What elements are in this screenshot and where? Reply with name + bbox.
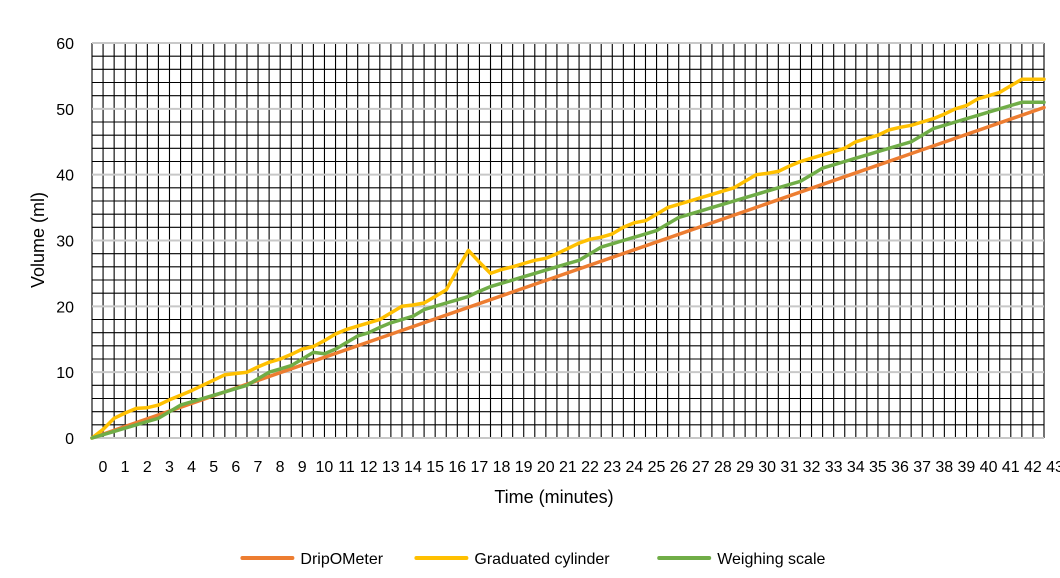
x-tick-label: 34 <box>847 459 865 476</box>
x-tick-label: 4 <box>187 459 196 476</box>
x-tick-label: 17 <box>470 459 488 476</box>
series-lines <box>90 77 1046 440</box>
x-tick-label: 26 <box>670 459 688 476</box>
y-tick-label: 60 <box>56 36 74 53</box>
x-tick-label: 29 <box>736 459 754 476</box>
x-tick-label: 25 <box>648 459 666 476</box>
x-tick-label: 7 <box>254 459 263 476</box>
x-tick-label: 27 <box>692 459 710 476</box>
legend-label: DripOMeter <box>300 551 383 568</box>
x-tick-label: 12 <box>360 459 378 476</box>
legend-label: Graduated cylinder <box>474 551 610 568</box>
x-tick-label: 5 <box>209 459 218 476</box>
y-tick-label: 30 <box>56 234 74 251</box>
y-tick-label: 50 <box>56 102 74 119</box>
x-axis-ticks: 0 1 2 3 4 5 6 7 8 9 10 11 12 13 14 15 16 17 18 19 20 21 22 23 24… <box>99 459 1060 476</box>
x-tick-label: 38 <box>935 459 953 476</box>
x-tick-label: 43 <box>1046 459 1060 476</box>
x-tick-label: 33 <box>825 459 843 476</box>
x-tick-label: 28 <box>714 459 732 476</box>
x-tick-label: 9 <box>298 459 307 476</box>
y-tick-label: 0 <box>65 431 74 448</box>
series-line-graduated-cylinder <box>90 77 1046 440</box>
x-tick-label: 16 <box>448 459 466 476</box>
x-tick-label: 22 <box>581 459 599 476</box>
x-tick-label: 31 <box>780 459 798 476</box>
x-tick-label: 32 <box>803 459 821 476</box>
series-line-weighing-scale <box>90 100 1046 440</box>
x-tick-label: 30 <box>758 459 776 476</box>
y-axis-title: Volume (ml) <box>28 192 48 288</box>
x-tick-label: 11 <box>338 459 355 476</box>
x-tick-label: 40 <box>980 459 998 476</box>
x-tick-label: 2 <box>143 459 152 476</box>
y-tick-label: 20 <box>56 299 74 316</box>
x-tick-label: 20 <box>537 459 555 476</box>
x-tick-label: 15 <box>426 459 444 476</box>
x-tick-label: 13 <box>382 459 400 476</box>
legend: DripOMeter Graduated cylinder Weighing sca… <box>240 551 826 568</box>
x-tick-label: 19 <box>515 459 533 476</box>
x-tick-label: 14 <box>404 459 422 476</box>
x-tick-label: 36 <box>891 459 909 476</box>
x-tick-label: 6 <box>231 459 240 476</box>
x-tick-label: 37 <box>913 459 931 476</box>
x-tick-label: 3 <box>165 459 174 476</box>
x-tick-label: 0 <box>99 459 108 476</box>
x-tick-label: 21 <box>559 459 577 476</box>
x-tick-label: 10 <box>315 459 333 476</box>
y-tick-label: 10 <box>56 365 74 382</box>
x-tick-label: 42 <box>1024 459 1042 476</box>
x-tick-label: 41 <box>1002 459 1020 476</box>
x-axis-title: Time (minutes) <box>494 487 613 507</box>
y-tick-label: 40 <box>56 168 74 185</box>
x-tick-label: 23 <box>603 459 621 476</box>
x-tick-label: 18 <box>493 459 511 476</box>
y-axis-ticks: 0 10 20 30 40 50 60 <box>56 36 74 448</box>
x-tick-label: 35 <box>869 459 887 476</box>
x-tick-label: 1 <box>121 459 130 476</box>
x-tick-label: 8 <box>276 459 285 476</box>
legend-label: Weighing scale <box>717 551 825 568</box>
x-tick-label: 24 <box>625 459 643 476</box>
x-tick-label: 39 <box>958 459 976 476</box>
